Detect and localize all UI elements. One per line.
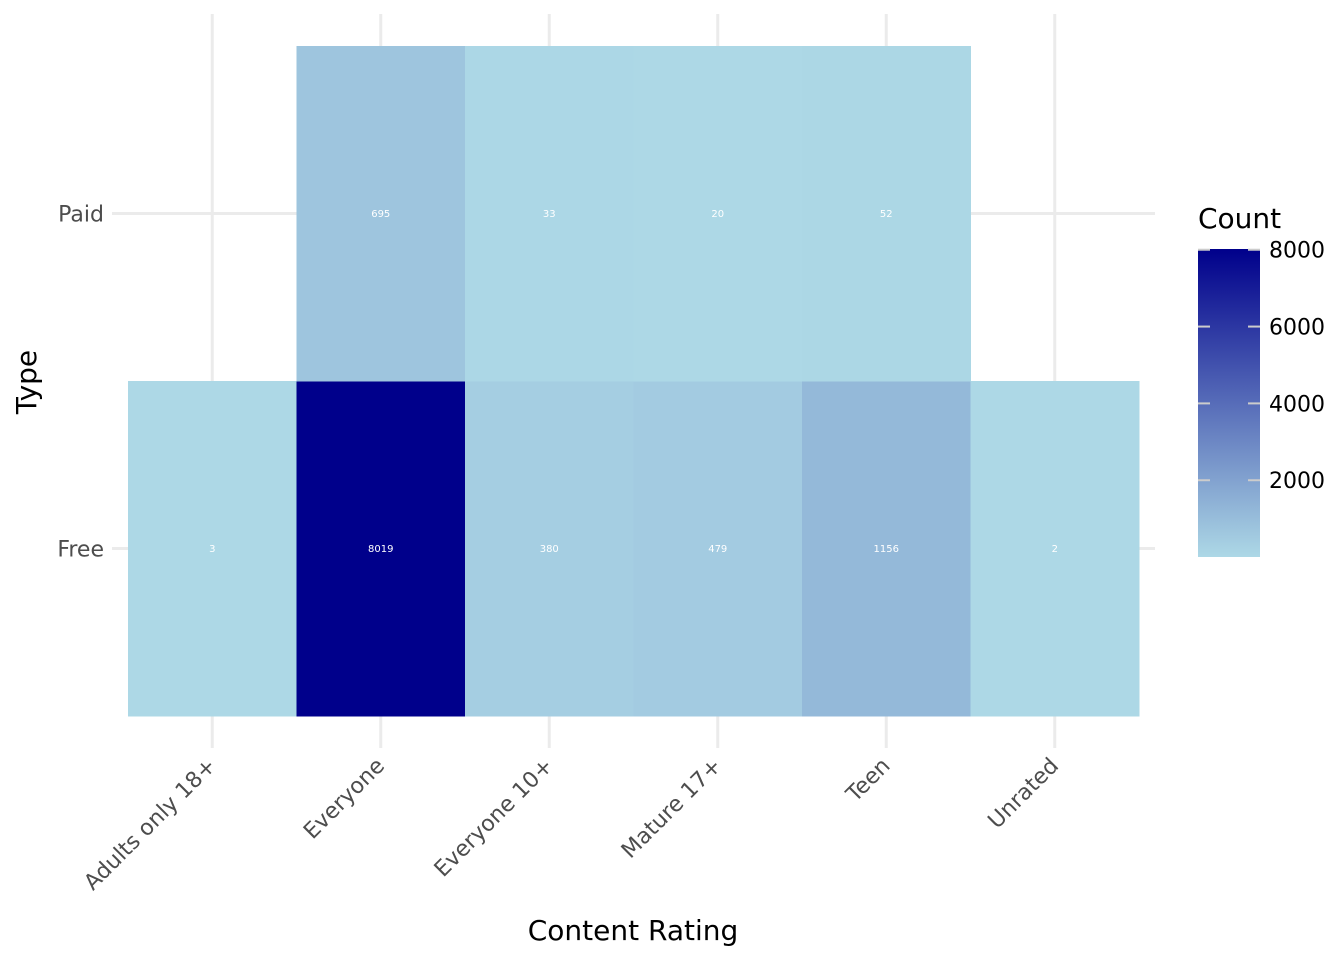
cell-value-label: 380 (540, 544, 559, 555)
x-axis-title: Content Rating (528, 914, 739, 947)
legend-tick-label: 4000 (1269, 392, 1325, 417)
cell-value-label: 33 (543, 209, 556, 220)
x-tick-label-adults-only-18: Adults only 18+ (80, 754, 222, 896)
y-axis-title: Type (10, 350, 43, 415)
cell-value-label: 3 (209, 544, 215, 555)
heatmap-cell-paid-everyone (296, 46, 466, 382)
cell-value-label: 479 (708, 544, 727, 555)
cell-value-label: 2 (1052, 544, 1058, 555)
y-tick-label-free: Free (57, 538, 104, 563)
x-tick-label-unrated: Unrated (984, 754, 1064, 834)
cell-value-label: 1156 (874, 544, 899, 555)
heatmap-cell-free-everyone-10 (465, 381, 634, 717)
color-legend: Count 2000 4000 6000 8000 (1198, 202, 1325, 557)
x-tick-label-teen: Teen (841, 754, 895, 808)
cell-value-label: 52 (880, 209, 893, 220)
y-axis-tick-labels: Free Paid (57, 203, 104, 563)
legend-tick-label: 6000 (1269, 316, 1325, 341)
cell-value-label: 8019 (368, 544, 393, 555)
heatmap-cells (128, 46, 1140, 717)
cell-value-labels: 3 8019 380 479 1156 2 695 33 20 52 (209, 209, 1058, 555)
cell-value-label: 695 (371, 209, 390, 220)
legend-title: Count (1198, 202, 1281, 235)
heatmap-cell-free-teen (802, 381, 971, 717)
heatmap-cell-paid-everyone-10 (465, 46, 634, 382)
x-axis-tick-labels: Adults only 18+ Everyone Everyone 10+ Matur… (80, 754, 1064, 896)
legend-tick-label: 8000 (1269, 239, 1325, 264)
y-tick-label-paid: Paid (58, 203, 104, 228)
heatmap-cell-paid-mature-17 (633, 46, 803, 382)
heatmap-cell-free-adults-only-18 (128, 381, 297, 717)
x-tick-label-mature-17: Mature 17+ (617, 754, 727, 864)
legend-ticks: 2000 4000 6000 8000 (1198, 239, 1325, 494)
heatmap-cell-free-unrated (970, 381, 1140, 717)
legend-tick-label: 2000 (1269, 469, 1325, 494)
heatmap-cell-free-everyone (296, 381, 466, 717)
cell-value-label: 20 (711, 209, 724, 220)
heatmap-cell-free-mature-17 (633, 381, 803, 717)
x-tick-label-everyone-10: Everyone 10+ (430, 754, 559, 883)
x-tick-label-everyone: Everyone (299, 754, 390, 845)
heatmap-cell-paid-teen (802, 46, 971, 382)
